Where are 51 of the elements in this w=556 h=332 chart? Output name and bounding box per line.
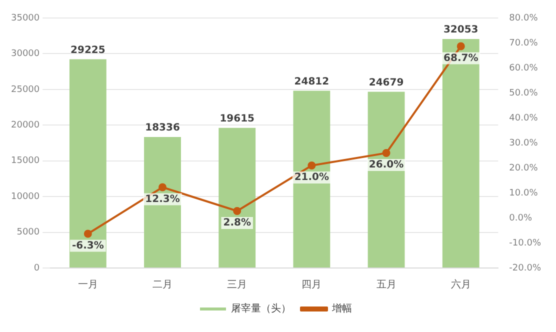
y-tick-label: 0: [34, 263, 40, 274]
y2-tick-label: 40.0%: [509, 113, 538, 124]
data-label: 12.3%: [145, 194, 180, 205]
data-label: 26.0%: [368, 160, 404, 171]
point: [456, 42, 465, 50]
y-tick-label: 15000: [10, 156, 40, 166]
y-tick-label: 20000: [10, 120, 40, 130]
data-label: 21.0%: [294, 172, 330, 184]
y-tick-label: 25000: [10, 84, 40, 95]
x-tick-label: 六月: [450, 278, 471, 291]
bar: [368, 92, 405, 268]
y2-tick-label: 50.0%: [509, 88, 538, 98]
bar: [293, 90, 330, 268]
data-label: 24679: [368, 77, 404, 88]
data-label: 18336: [145, 122, 180, 134]
y-tick-label: 30000: [10, 49, 40, 60]
y2-tick-label: 10.0%: [509, 188, 538, 198]
data-label: -6.3%: [72, 240, 104, 252]
bar: [218, 128, 256, 268]
data-label: 68.7%: [444, 52, 478, 64]
y2-tick-label: 70.0%: [509, 38, 538, 48]
data-label: 24812: [294, 76, 330, 88]
y-tick-label: 35000: [10, 13, 40, 24]
x-tick-label: 二月: [152, 280, 173, 291]
point: [233, 207, 242, 215]
y2-tick-label: 20.0%: [509, 163, 538, 174]
y2-tick-label: 80.0%: [509, 13, 538, 24]
data-label: 32053: [443, 24, 478, 36]
y2-tick-label: 60.0%: [509, 63, 538, 74]
x-tick-label: 一月: [78, 280, 98, 291]
bar: [69, 59, 106, 268]
bar: [144, 137, 181, 268]
point: [382, 149, 390, 157]
legend-label: 增幅: [331, 302, 352, 315]
bar: [442, 39, 480, 268]
y2-tick-label: -20.0%: [509, 263, 542, 274]
data-label: 19615: [220, 113, 255, 124]
point: [308, 162, 316, 170]
data-label: 2.8%: [223, 218, 251, 229]
y-tick-label: 10000: [10, 192, 40, 202]
point: [84, 230, 92, 238]
x-tick-label: 三月: [227, 280, 248, 291]
legend-label: 屠宰量（头）: [231, 302, 291, 315]
y2-tick-label: -10.0%: [509, 238, 542, 248]
y2-tick-label: 30.0%: [509, 138, 538, 148]
x-tick-label: 四月: [302, 280, 322, 291]
x-tick-label: 五月: [376, 280, 396, 291]
data-label: 29225: [70, 44, 106, 56]
point: [158, 183, 167, 192]
y2-tick-label: 0.0%: [509, 213, 532, 224]
y-tick-label: 5000: [16, 228, 40, 238]
